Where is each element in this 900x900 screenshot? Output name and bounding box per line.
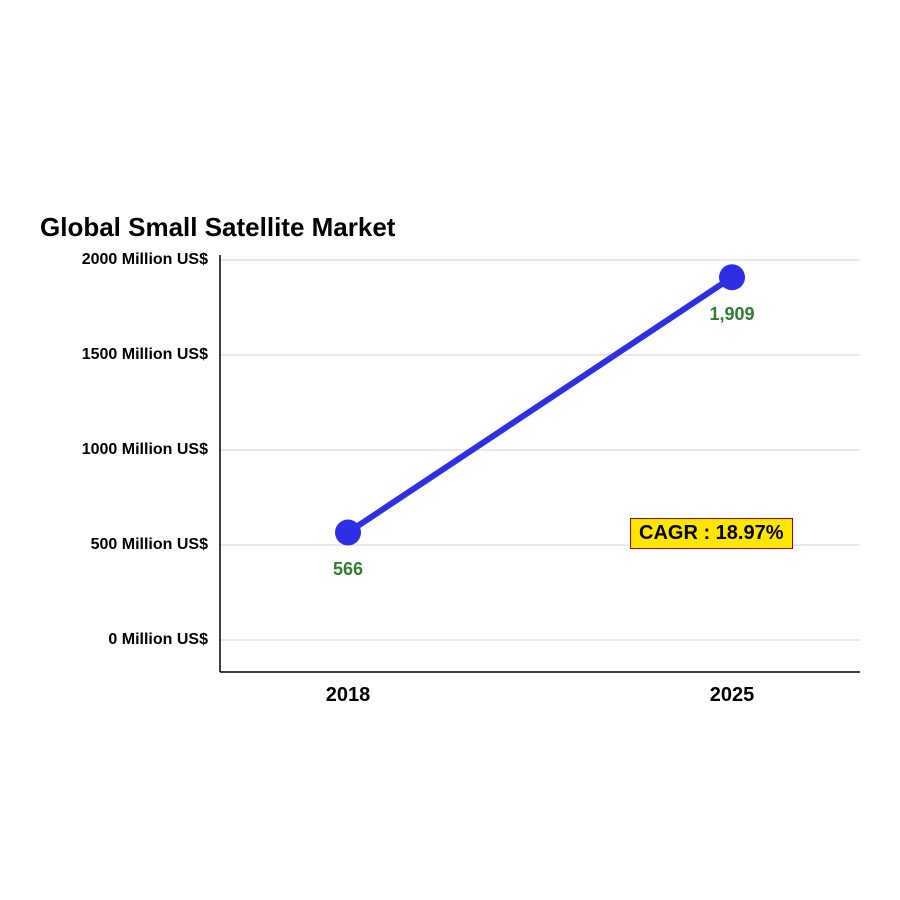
data-point-label: 1,909 [692, 304, 772, 325]
y-tick-label: 500 Million US$ [91, 536, 208, 554]
x-tick-label: 2025 [692, 684, 772, 707]
y-tick-label: 1000 Million US$ [82, 441, 208, 459]
cagr-annotation: CAGR : 18.97% [630, 518, 793, 549]
y-tick-label: 0 Million US$ [108, 631, 208, 649]
y-tick-label: 2000 Million US$ [82, 251, 208, 269]
data-point-label: 566 [308, 559, 388, 580]
y-tick-label: 1500 Million US$ [82, 346, 208, 364]
x-tick-label: 2018 [308, 684, 388, 707]
chart-container: Global Small Satellite Market CAGR : 18.… [0, 0, 900, 900]
